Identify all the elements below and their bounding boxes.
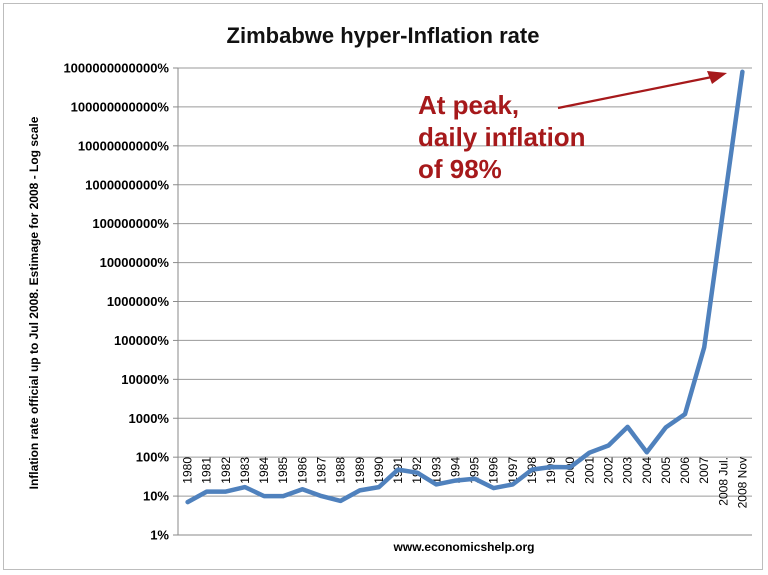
x-tick-label: 1980 bbox=[181, 457, 195, 484]
x-tick-label: 1985 bbox=[276, 457, 290, 484]
x-tick-label: 1984 bbox=[257, 457, 271, 484]
x-tick-label: 1986 bbox=[295, 457, 309, 484]
x-tick-label: 1999 bbox=[544, 457, 558, 484]
peak-annotation: At peak, daily inflation of 98% bbox=[418, 71, 727, 184]
y-tick-label: 100000% bbox=[114, 333, 169, 348]
annotation-line-1: At peak, bbox=[418, 90, 519, 120]
x-tick-label: 1983 bbox=[238, 457, 252, 484]
x-tick-label: 1981 bbox=[200, 457, 214, 484]
x-tick-label: 1987 bbox=[315, 457, 329, 484]
x-tick-label: 1989 bbox=[353, 457, 367, 484]
x-tick-label: 2008 Nov bbox=[735, 457, 749, 508]
y-tick-label: 10% bbox=[143, 489, 169, 504]
y-tick-label: 10000% bbox=[121, 372, 169, 387]
x-tick-label: 2001 bbox=[582, 457, 596, 484]
x-tick-label: 1994 bbox=[448, 457, 462, 484]
source-credit: www.economicshelp.org bbox=[393, 540, 535, 554]
y-tick-label: 100000000000% bbox=[71, 99, 170, 114]
x-tick-label: 2004 bbox=[640, 457, 654, 484]
chart-title: Zimbabwe hyper-Inflation rate bbox=[227, 23, 540, 48]
x-tick-label: 1993 bbox=[429, 457, 443, 484]
y-tick-label: 10000000% bbox=[100, 255, 170, 270]
x-tick-label: 2006 bbox=[678, 457, 692, 484]
annotation-line-3: of 98% bbox=[418, 154, 502, 184]
y-tick-label: 10000000000% bbox=[78, 138, 170, 153]
x-tick-label: 2008 Jul. bbox=[716, 457, 730, 506]
y-axis-label: Inflation rate official up to Jul 2008. … bbox=[27, 116, 41, 489]
x-tick-label: 1988 bbox=[334, 457, 348, 484]
x-tick-label: 1990 bbox=[372, 457, 386, 484]
x-tick-label: 1996 bbox=[487, 457, 501, 484]
y-axis-ticks: 1% 10% 100% 1000% 10000% 100000% 1000000% 10000… bbox=[63, 61, 178, 543]
y-tick-label: 100000000% bbox=[92, 216, 169, 231]
x-axis-ticks: 1980 1981 1982 1983 1984 1985 1986 1987 1988 1989… bbox=[181, 457, 750, 509]
series-line bbox=[185, 69, 745, 505]
annotation-line-2: daily inflation bbox=[418, 122, 586, 152]
y-tick-label: 1000000% bbox=[107, 294, 170, 309]
series bbox=[185, 69, 745, 505]
chart-frame bbox=[3, 3, 763, 570]
y-tick-label: 1% bbox=[150, 528, 169, 543]
y-tick-label: 100% bbox=[136, 450, 170, 465]
x-tick-label: 2003 bbox=[621, 457, 635, 484]
x-tick-label: 2002 bbox=[602, 457, 616, 484]
x-tick-label: 1982 bbox=[219, 457, 233, 484]
x-tick-label: 1997 bbox=[506, 457, 520, 484]
y-tick-label: 1000000000000% bbox=[63, 61, 169, 76]
annotation-arrow-head bbox=[707, 71, 727, 84]
x-tick-label: 2007 bbox=[697, 457, 711, 484]
x-tick-label: 2005 bbox=[659, 457, 673, 484]
y-tick-label: 1000000000% bbox=[85, 177, 169, 192]
annotation-arrow bbox=[557, 75, 713, 110]
y-tick-label: 1000% bbox=[129, 411, 170, 426]
